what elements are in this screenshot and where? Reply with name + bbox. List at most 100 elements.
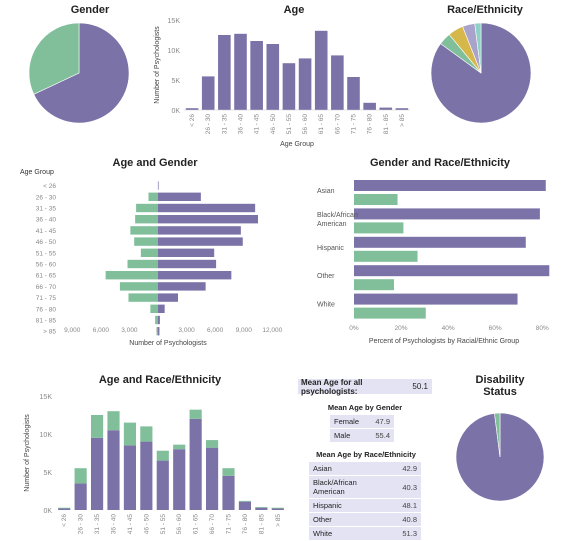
female-bar <box>158 260 216 268</box>
bar-segment-top <box>124 423 136 446</box>
age-group-label: 56 - 60 <box>36 262 57 269</box>
bar-segment-top <box>157 451 169 461</box>
bar-segment-base <box>107 430 119 510</box>
male-bar <box>148 193 158 201</box>
race-label: Black/African American <box>309 476 392 499</box>
male-bar <box>120 282 158 290</box>
x-tick-label: 61 - 65 <box>318 114 325 135</box>
female-bar <box>158 316 160 324</box>
bar <box>363 103 376 110</box>
female-bar <box>158 282 206 290</box>
bar-segment-top <box>255 507 267 508</box>
x-tick-label: 71 - 75 <box>351 114 358 135</box>
x-tick-label: 31 - 35 <box>221 114 228 135</box>
male-bar <box>354 194 398 205</box>
male-bar <box>141 249 158 257</box>
age-race-title: Age and Race/Ethnicity <box>90 374 230 386</box>
age-group-label: 26 - 30 <box>36 194 57 201</box>
bar <box>347 77 360 110</box>
x-tick-label: 0 <box>156 327 160 334</box>
x-tick-label: 3,000 <box>121 327 138 334</box>
x-tick-label: 36 - 40 <box>238 114 245 135</box>
bar-segment-base <box>58 508 70 510</box>
bar-segment-top <box>58 508 70 509</box>
x-tick-label: 66 - 70 <box>209 514 216 535</box>
race-mean-value: 40.8 <box>392 513 421 527</box>
gender-race-bar-chart: AsianBlack/AfricanAmericanHispanicOtherW… <box>290 172 566 348</box>
bar <box>234 34 247 110</box>
female-bar <box>354 265 549 276</box>
race-label: White <box>309 527 392 541</box>
x-tick-label: 71 - 75 <box>226 514 233 535</box>
age-group-label: 31 - 35 <box>36 206 57 213</box>
y-tick-label: 5K <box>43 470 52 477</box>
y-axis-label: Number of Psychologists <box>154 26 161 104</box>
male-bar <box>128 260 158 268</box>
gender-pie-chart <box>28 22 130 124</box>
bar-segment-top <box>107 411 119 430</box>
x-axis-label: Number of Psychologists <box>129 340 207 347</box>
x-tick-label: > 85 <box>275 514 282 527</box>
x-tick-label: 12,000 <box>262 327 282 334</box>
bar-segment-base <box>272 508 284 510</box>
female-bar <box>354 208 540 219</box>
disability-title-line1: Disability <box>460 374 540 386</box>
age-group-label: 76 - 80 <box>36 306 57 313</box>
x-tick-label: 26 - 30 <box>78 514 85 535</box>
mean-age-overall-value: 50.1 <box>412 382 432 391</box>
x-tick-label: 61 - 65 <box>193 514 200 535</box>
male-bar <box>354 222 403 233</box>
disability-pie-chart <box>455 412 545 502</box>
age-group-label: 81 - 85 <box>36 318 57 325</box>
x-axis-label: Age Group <box>280 141 314 148</box>
bar <box>315 31 328 110</box>
x-tick-label: 26 - 30 <box>205 114 212 135</box>
male-bar <box>106 271 158 279</box>
male-bar <box>134 237 158 245</box>
male-bar <box>135 215 158 223</box>
bar-segment-top <box>173 445 185 450</box>
bar <box>202 76 215 110</box>
bar-segment-top <box>239 501 251 502</box>
female-bar <box>158 249 214 257</box>
x-tick-label: 51 - 55 <box>286 114 293 135</box>
mean-age-overall: Mean Age for all psychologists: 50.1 <box>298 379 432 394</box>
x-tick-label: < 26 <box>189 114 196 127</box>
table-row: Hispanic 48.1 <box>309 499 421 513</box>
x-tick-label: 60% <box>489 325 502 332</box>
x-tick-label: 0% <box>349 325 359 332</box>
bar <box>283 63 296 110</box>
age-group-label: 71 - 75 <box>36 295 57 302</box>
female-bar <box>158 226 241 234</box>
category-label: White <box>317 302 335 309</box>
x-tick-label: 41 - 45 <box>254 114 261 135</box>
bar <box>266 44 279 110</box>
y-tick-label: 10K <box>40 432 53 439</box>
bar-segment-top <box>222 468 234 476</box>
x-tick-label: > 85 <box>399 114 406 127</box>
male-bar <box>136 204 158 212</box>
female-bar <box>158 193 201 201</box>
x-tick-label: 56 - 60 <box>176 514 183 535</box>
bar-segment-top <box>190 410 202 419</box>
female-bar <box>158 305 165 313</box>
female-bar <box>158 181 159 189</box>
gender-title: Gender <box>60 4 120 16</box>
gender-mean-value: 47.9 <box>364 415 394 429</box>
age-group-label: 36 - 40 <box>36 217 57 224</box>
table-row: Black/African American 40.3 <box>309 476 421 499</box>
bar-segment-top <box>91 415 103 438</box>
female-bar <box>158 293 178 301</box>
race-mean-value: 42.9 <box>392 462 421 476</box>
age-group-label: 51 - 55 <box>36 250 57 257</box>
table-row: Asian 42.9 <box>309 462 421 476</box>
bar-segment-base <box>206 448 218 510</box>
gender-label: Male <box>330 429 364 443</box>
disability-title-line2: Status <box>460 386 540 398</box>
female-bar <box>158 237 243 245</box>
female-bar <box>158 204 255 212</box>
x-axis-label: Percent of Psychologists by Racial/Ethni… <box>369 338 519 345</box>
bar <box>218 35 231 110</box>
male-bar <box>130 226 158 234</box>
